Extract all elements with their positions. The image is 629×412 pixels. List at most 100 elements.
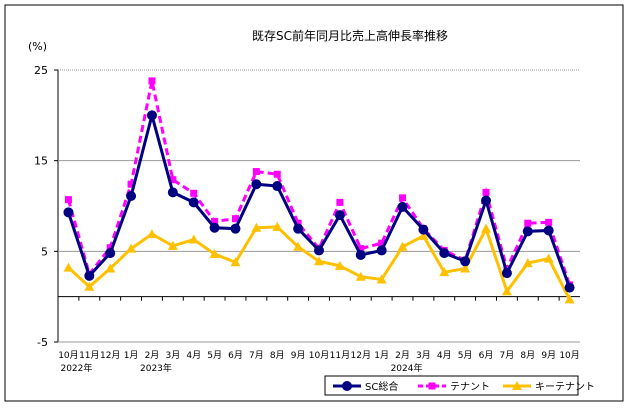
data-point bbox=[146, 110, 157, 121]
data-point bbox=[522, 226, 533, 237]
y-tick-label: 25 bbox=[34, 64, 48, 77]
x-year-label: 2023年 bbox=[140, 362, 172, 374]
data-point bbox=[543, 225, 554, 236]
legend: SC総合 テナント キーテナント bbox=[324, 375, 595, 396]
data-point bbox=[314, 256, 324, 266]
x-tick-label: 11月 bbox=[330, 350, 350, 361]
data-point bbox=[252, 168, 260, 176]
x-tick-label: 10月 bbox=[58, 350, 78, 361]
data-point bbox=[545, 218, 553, 226]
data-point bbox=[148, 77, 156, 85]
data-point bbox=[501, 268, 512, 279]
data-point bbox=[146, 229, 157, 239]
data-point bbox=[481, 195, 492, 206]
data-point bbox=[418, 230, 429, 240]
data-point bbox=[522, 258, 533, 268]
data-point bbox=[524, 219, 532, 227]
data-point bbox=[63, 262, 74, 272]
y-axis-label: (%) bbox=[28, 40, 47, 53]
data-point bbox=[399, 194, 407, 202]
data-point bbox=[439, 248, 450, 259]
legend-label: テナント bbox=[450, 381, 490, 393]
data-point bbox=[314, 245, 324, 256]
x-tick-label: 9月 bbox=[291, 350, 306, 361]
x-tick-label: 7月 bbox=[249, 350, 264, 361]
data-point bbox=[188, 197, 199, 208]
data-point bbox=[105, 248, 116, 259]
data-point bbox=[376, 274, 387, 284]
x-tick-label: 8月 bbox=[520, 350, 535, 361]
legend-label: SC総合 bbox=[365, 380, 398, 393]
data-point bbox=[231, 215, 239, 223]
legend-marker bbox=[512, 381, 522, 390]
data-point bbox=[209, 249, 220, 259]
data-point bbox=[251, 179, 262, 190]
data-point bbox=[357, 245, 365, 253]
data-point bbox=[230, 223, 241, 234]
series-2 bbox=[63, 221, 575, 304]
x-tick-label: 1月 bbox=[374, 350, 389, 361]
x-tick-label: 6月 bbox=[479, 350, 494, 361]
legend-marker bbox=[342, 381, 352, 391]
data-point bbox=[84, 270, 95, 281]
x-tick-label: 3月 bbox=[416, 350, 431, 361]
data-point bbox=[272, 181, 283, 192]
data-point bbox=[167, 187, 178, 198]
series-0 bbox=[63, 109, 575, 293]
legend-marker bbox=[428, 382, 436, 390]
x-tick-label: 10月 bbox=[309, 350, 329, 361]
data-point bbox=[127, 180, 135, 188]
x-tick-label: 2月 bbox=[395, 350, 410, 361]
data-point bbox=[564, 282, 575, 293]
data-point bbox=[460, 263, 471, 273]
data-point bbox=[84, 281, 95, 291]
data-point bbox=[334, 210, 345, 221]
chart-title: 既存SC前年同月比売上高伸長率推移 bbox=[252, 28, 448, 43]
data-point bbox=[439, 267, 450, 277]
data-point bbox=[106, 244, 114, 252]
data-point bbox=[293, 223, 304, 234]
data-point bbox=[64, 196, 72, 204]
x-tick-label: 4月 bbox=[437, 350, 452, 361]
legend-label: キーテナント bbox=[535, 381, 595, 393]
x-tick-label: 8月 bbox=[270, 350, 285, 361]
x-year-label: 2022年 bbox=[60, 362, 92, 374]
x-tick-label: 12月 bbox=[351, 350, 371, 361]
x-tick-label: 9月 bbox=[541, 350, 556, 361]
data-point bbox=[355, 271, 366, 281]
y-tick-label: 15 bbox=[34, 155, 48, 168]
x-tick-label: 11月 bbox=[79, 350, 99, 361]
data-point bbox=[230, 257, 241, 267]
data-point bbox=[294, 219, 302, 227]
data-point bbox=[211, 217, 219, 225]
x-tick-label: 12月 bbox=[100, 350, 120, 361]
x-tick-label: 1月 bbox=[124, 350, 139, 361]
data-point bbox=[169, 176, 177, 184]
data-point bbox=[543, 253, 554, 263]
data-point bbox=[334, 260, 345, 270]
data-point bbox=[63, 207, 74, 218]
data-point bbox=[564, 294, 575, 304]
data-point bbox=[355, 249, 366, 260]
y-tick-label: -5 bbox=[37, 336, 48, 349]
x-tick-label: 2月 bbox=[145, 350, 160, 361]
x-year-label: 2024年 bbox=[391, 362, 423, 374]
legend-box bbox=[324, 375, 579, 396]
data-point bbox=[397, 201, 408, 212]
data-point bbox=[126, 243, 137, 253]
data-point bbox=[167, 240, 178, 250]
data-point bbox=[105, 263, 116, 273]
data-point bbox=[501, 286, 512, 296]
chart-border bbox=[4, 4, 624, 402]
data-point bbox=[209, 222, 220, 233]
data-point bbox=[293, 241, 304, 251]
data-point bbox=[188, 234, 199, 244]
data-point bbox=[126, 191, 137, 202]
data-point bbox=[481, 223, 492, 233]
x-tick-label: 6月 bbox=[228, 350, 243, 361]
data-point bbox=[273, 170, 281, 178]
data-point bbox=[378, 239, 386, 247]
data-point bbox=[418, 224, 429, 235]
